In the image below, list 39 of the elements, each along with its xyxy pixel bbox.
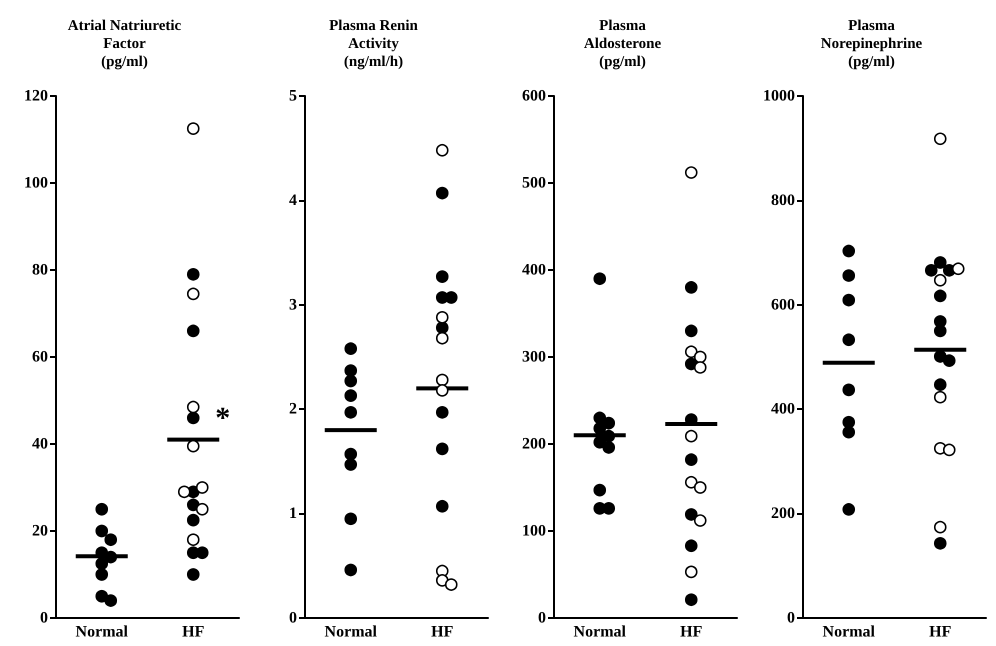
x-tick-label: Normal (574, 624, 627, 640)
x-tick-label: HF (680, 624, 703, 640)
x-tick-label: HF (929, 624, 952, 640)
chart-title: Plasma Renin Activity (ng/ml/h) (329, 18, 419, 70)
chart-title: Plasma Aldosterone (pg/ml) (584, 18, 662, 70)
y-tick-label: 120 (24, 88, 48, 104)
x-tick-label: Normal (822, 624, 876, 640)
x-tick-label: HF (431, 624, 454, 640)
y-tick-label: 0 (289, 610, 297, 626)
x-tick-label: Normal (324, 624, 378, 640)
y-tick-label: 40 (32, 436, 48, 452)
y-tick-label: 80 (32, 262, 48, 278)
y-tick-label: 0 (40, 610, 48, 626)
y-tick-label: 1 (289, 505, 297, 522)
y-tick-label: 1000 (763, 88, 795, 104)
y-tick-label: 600 (771, 296, 795, 314)
x-tick-label: HF (182, 624, 205, 640)
y-tick-label: 20 (32, 522, 48, 540)
y-tick-label: 100 (522, 522, 546, 540)
y-tick-label: 2 (289, 400, 297, 418)
y-tick-label: 100 (24, 174, 48, 192)
y-tick-label: 300 (522, 348, 546, 366)
y-tick-label: 4 (289, 192, 297, 209)
y-tick-label: 60 (32, 348, 48, 366)
y-tick-label: 200 (771, 505, 795, 522)
y-tick-label: 0 (538, 610, 546, 626)
y-tick-label: 200 (522, 436, 546, 452)
chart-title: Plasma Norepinephrine (pg/ml) (820, 18, 923, 70)
annotation: * (215, 401, 230, 434)
y-tick-label: 400 (771, 400, 795, 418)
x-tick-label: Normal (76, 624, 129, 640)
chart-title: Atrial Natriuretic Factor (pg/ml) (68, 18, 182, 70)
y-tick-label: 400 (522, 262, 546, 278)
y-tick-label: 800 (771, 192, 795, 209)
y-tick-label: 500 (522, 174, 546, 192)
y-tick-label: 0 (787, 610, 795, 626)
y-tick-label: 600 (522, 88, 546, 104)
y-tick-label: 5 (289, 88, 297, 104)
y-tick-label: 3 (289, 296, 297, 314)
